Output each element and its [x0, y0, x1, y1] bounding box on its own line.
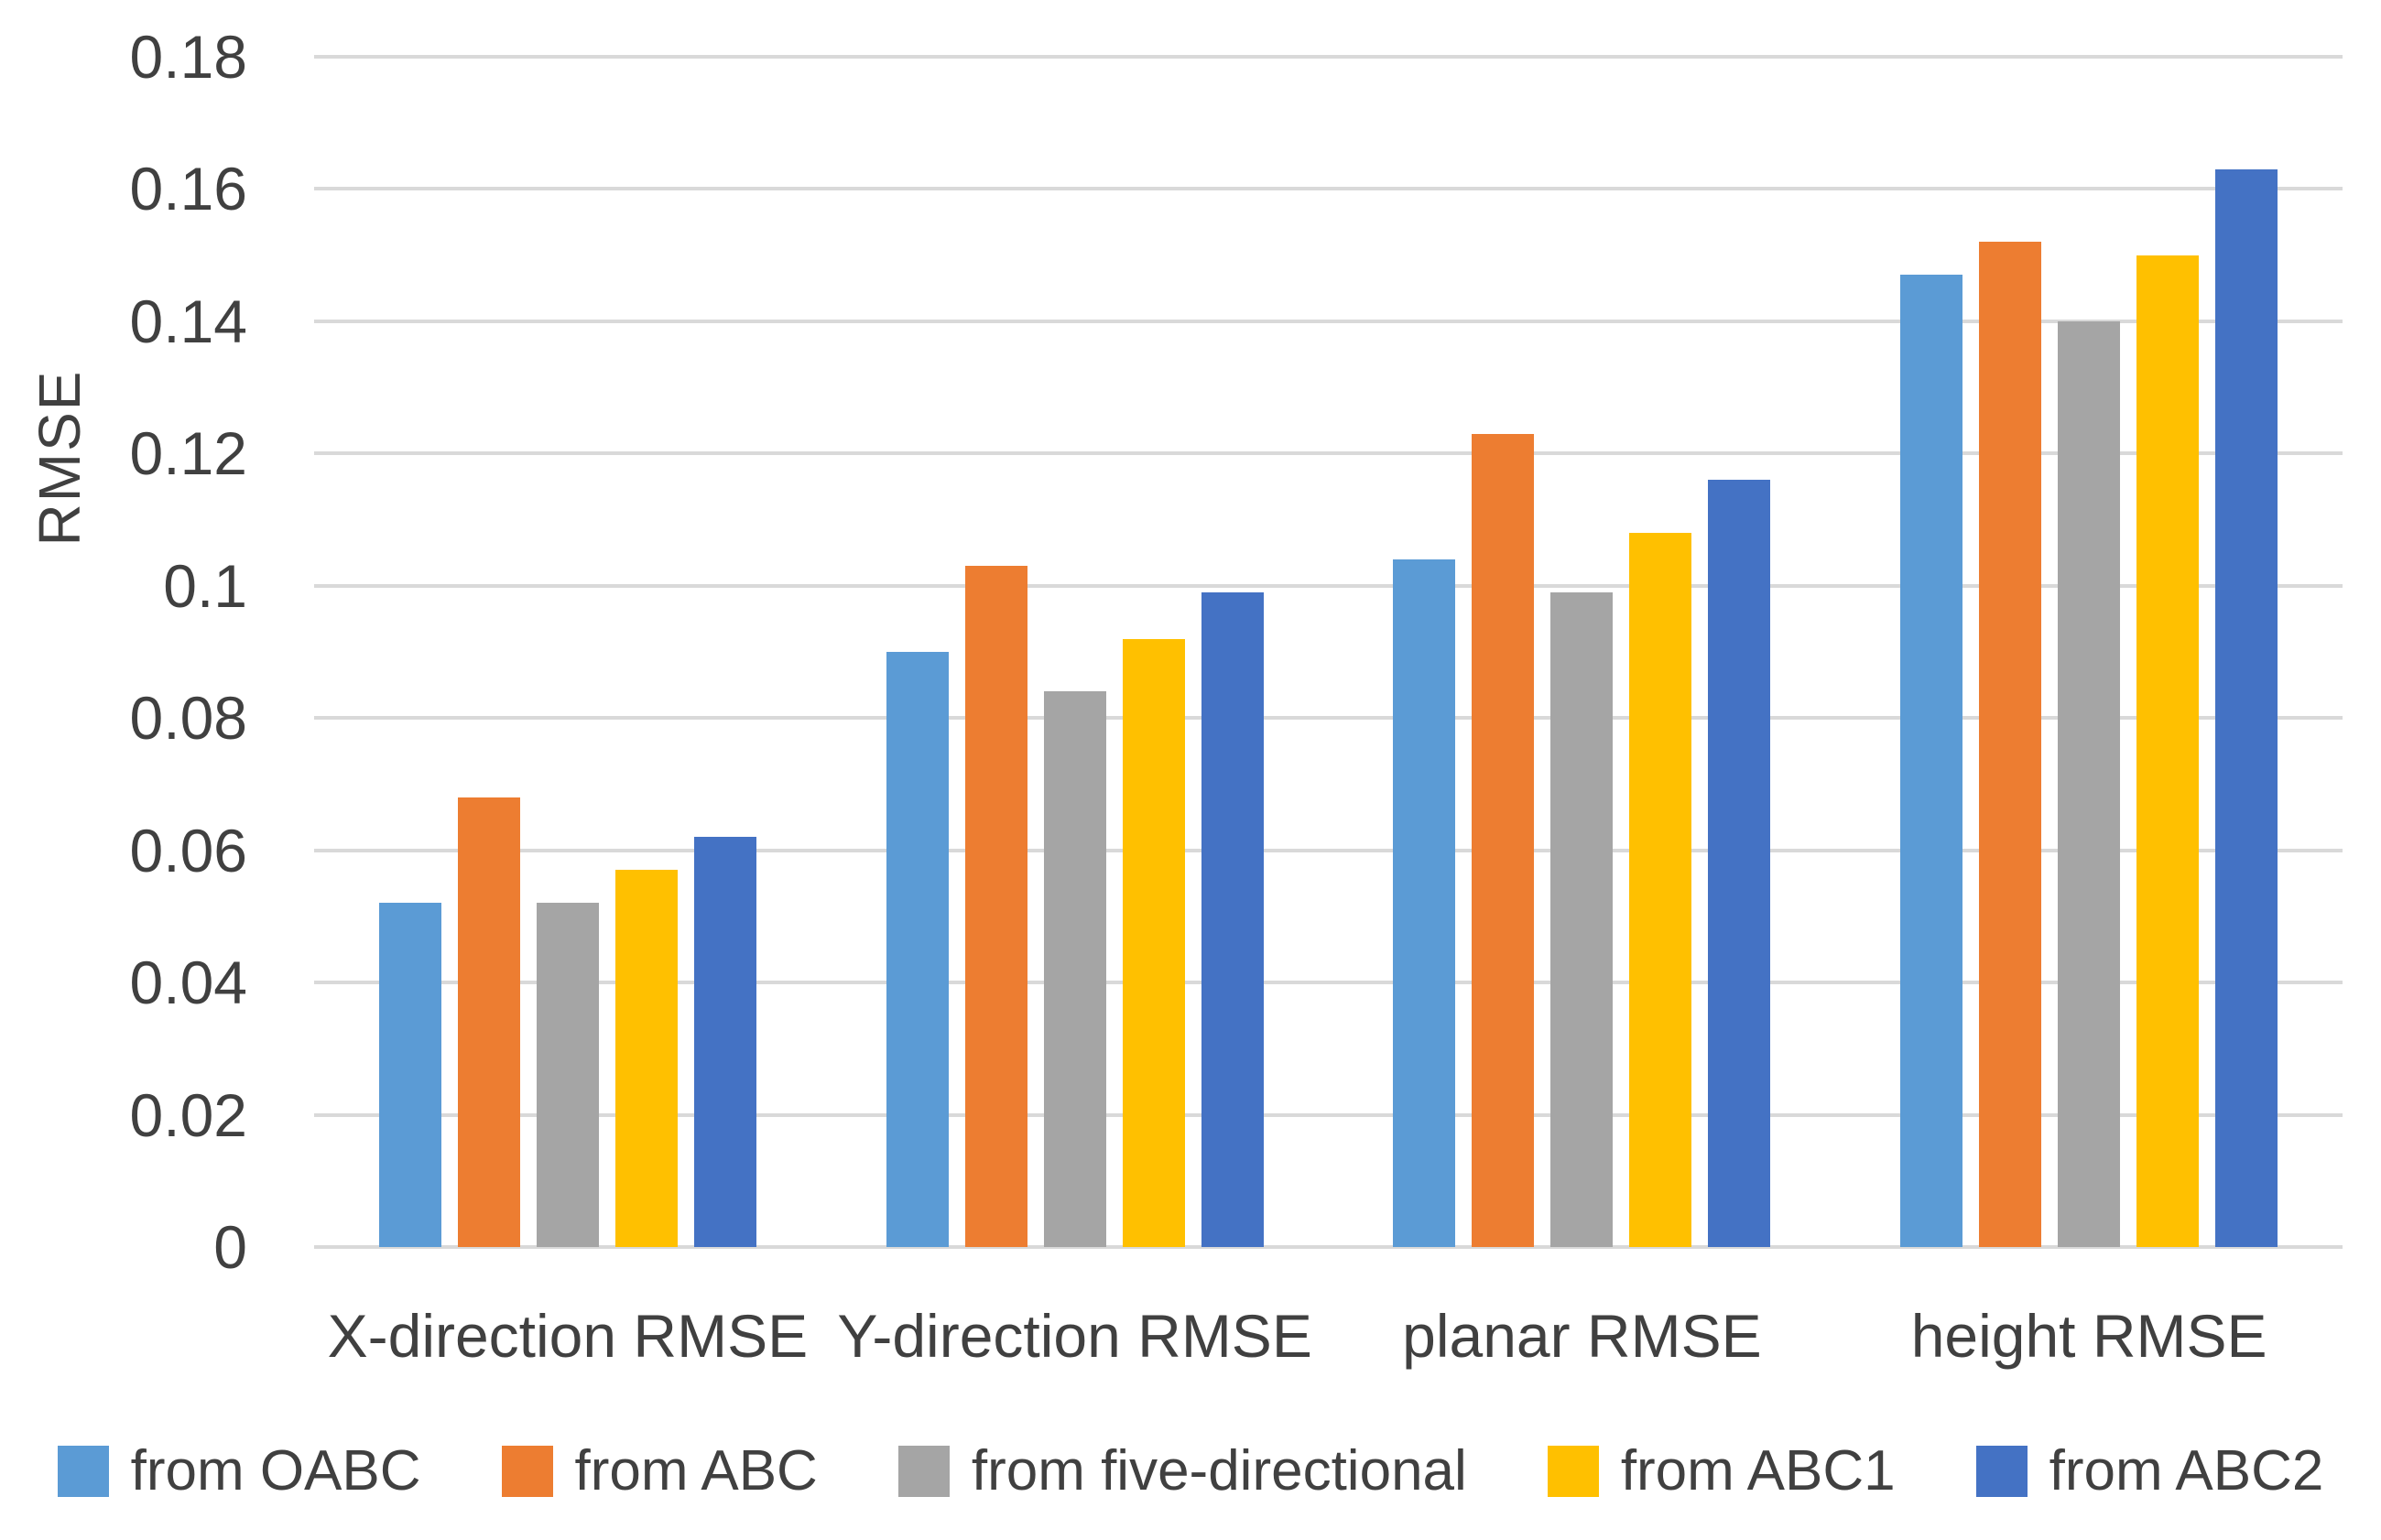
y-tick-label-0-12: 0.12 — [129, 419, 247, 488]
legend-entry-from-five-directional: from five-directional — [897, 1439, 1467, 1503]
legend-entry-from-abc2: from ABC2 — [1975, 1439, 2324, 1503]
legend-entry-from-oabc: from OABC — [57, 1439, 421, 1503]
bar-from-abc1-height-rmse — [2136, 255, 2200, 1247]
bar-from-abc2-planar-rmse — [1708, 480, 1771, 1247]
gridline-0 — [314, 1245, 2343, 1249]
gridline-0-06 — [314, 848, 2343, 852]
y-tick-label-0: 0 — [213, 1213, 247, 1281]
legend-entry-from-abc1: from ABC1 — [1547, 1439, 1896, 1503]
gridline-0-04 — [314, 981, 2343, 985]
bar-from-abc-x-direction-rmse — [457, 797, 520, 1247]
legend-label-from-five-directional: from five-directional — [971, 1439, 1467, 1502]
legend-label-from-abc1: from ABC1 — [1620, 1439, 1896, 1502]
legend-swatch-icon-from-abc — [501, 1446, 553, 1497]
legend-label-from-oabc: from OABC — [130, 1439, 421, 1502]
gridline-0-18 — [314, 55, 2343, 59]
x-category-label-y-direction-rmse: Y-direction RMSE — [837, 1302, 1312, 1370]
y-tick-label-0-04: 0.04 — [129, 949, 247, 1017]
y-tick-label-0-1: 0.1 — [163, 551, 247, 620]
bar-from-five-directional-x-direction-rmse — [536, 903, 599, 1247]
x-category-label-x-direction-rmse: X-direction RMSE — [327, 1302, 809, 1370]
legend-swatch-icon-from-five-directional — [897, 1446, 950, 1497]
gridline-0-16 — [314, 187, 2343, 191]
bar-from-abc2-height-rmse — [2215, 168, 2278, 1247]
gridline-0-02 — [314, 1112, 2343, 1117]
y-tick-label-0-06: 0.06 — [129, 816, 247, 884]
legend-swatch-icon-from-oabc — [57, 1446, 109, 1497]
y-tick-label-0-14: 0.14 — [129, 287, 247, 355]
legend-swatch-icon-from-abc2 — [1975, 1446, 2028, 1497]
y-tick-label-0-08: 0.08 — [129, 684, 247, 753]
y-tick-label-0-16: 0.16 — [129, 155, 247, 223]
legend-entry-from-abc: from ABC — [501, 1439, 818, 1503]
bar-from-abc2-y-direction-rmse — [1201, 592, 1264, 1247]
bar-from-five-directional-height-rmse — [2058, 320, 2121, 1247]
legend: from OABC from ABC from five-directional fr… — [0, 1439, 2381, 1503]
gridline-0-14 — [314, 319, 2343, 323]
y-tick-label-0-02: 0.02 — [129, 1080, 247, 1149]
bar-from-abc2-x-direction-rmse — [693, 837, 756, 1247]
bar-from-five-directional-planar-rmse — [1550, 592, 1614, 1247]
y-tick-label-0-18: 0.18 — [129, 23, 247, 91]
bar-from-abc1-y-direction-rmse — [1122, 638, 1185, 1247]
gridline-0-12 — [314, 451, 2343, 456]
bar-from-abc1-planar-rmse — [1629, 533, 1692, 1247]
bar-from-abc-y-direction-rmse — [964, 566, 1027, 1247]
gridline-0-1 — [314, 583, 2343, 588]
bar-from-oabc-x-direction-rmse — [378, 903, 441, 1247]
legend-label-from-abc: from ABC — [574, 1439, 818, 1502]
bar-from-abc1-x-direction-rmse — [614, 870, 678, 1247]
gridline-0-08 — [314, 716, 2343, 721]
bar-from-abc-height-rmse — [1979, 242, 2042, 1247]
legend-swatch-icon-from-abc1 — [1547, 1446, 1599, 1497]
x-category-label-height-rmse: height RMSE — [1910, 1302, 2267, 1370]
legend-label-from-abc2: from ABC2 — [2049, 1439, 2324, 1502]
bar-from-abc-planar-rmse — [1472, 433, 1535, 1247]
bar-from-five-directional-y-direction-rmse — [1043, 691, 1106, 1247]
x-category-label-planar-rmse: planar RMSE — [1402, 1302, 1762, 1370]
bar-from-oabc-planar-rmse — [1393, 559, 1456, 1247]
bar-from-oabc-y-direction-rmse — [886, 652, 949, 1247]
bar-from-oabc-height-rmse — [1900, 275, 1963, 1247]
